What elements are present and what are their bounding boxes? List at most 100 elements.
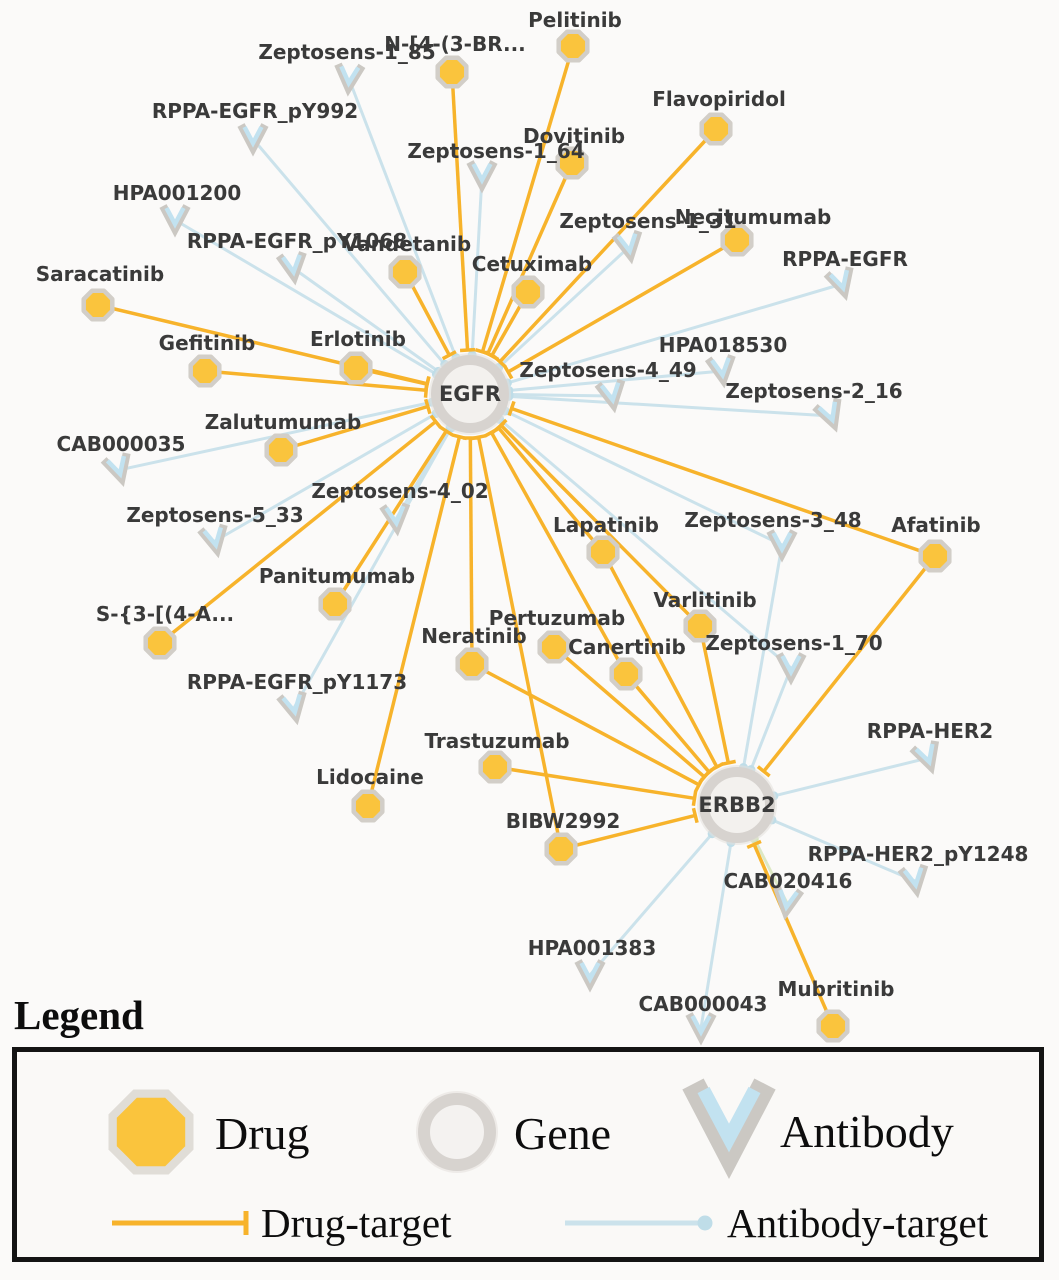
antibody-target-edge [508, 394, 832, 418]
drug-node[interactable] [537, 630, 571, 664]
drug-label: Neratinib [421, 624, 527, 648]
drug-node[interactable] [351, 789, 385, 823]
antibody-chevron-outer [909, 740, 940, 775]
drug-node[interactable] [143, 626, 177, 660]
drug-node[interactable] [435, 55, 469, 89]
drug-edge-tee [429, 414, 442, 429]
drug-node[interactable] [388, 255, 422, 289]
antibody-node[interactable] [704, 354, 736, 389]
antibody-label: Zeptosens-2_16 [725, 379, 902, 403]
drug-label: Lidocaine [316, 765, 424, 789]
drug-edges [97, 45, 937, 1027]
drug-node[interactable] [264, 433, 298, 467]
antibody-target-edge [497, 245, 631, 369]
antibody-node[interactable] [909, 740, 942, 775]
antibody-label: Zeptosens-4_49 [519, 358, 696, 382]
drug-label: Lapatinib [553, 513, 659, 537]
antibody-chevron-inner [599, 382, 621, 405]
antibody-node[interactable] [379, 502, 411, 537]
antibody-node[interactable] [197, 523, 228, 559]
antibody-node[interactable] [159, 204, 191, 238]
antibody-node[interactable] [611, 229, 643, 265]
antibody-target-edge [508, 393, 613, 398]
drug-target-edge [499, 424, 702, 628]
legend-art: Drug Gene Antibody Drug-target [108, 1078, 989, 1246]
antibody-target-edge [699, 842, 733, 1029]
antibody-label: Zeptosens-1_64 [407, 139, 584, 163]
drug-node[interactable] [918, 539, 952, 573]
antibody-node[interactable] [237, 123, 269, 157]
legend-title: Legend [14, 992, 144, 1038]
drug-target-edge [601, 551, 719, 768]
drug-edge-tee [470, 433, 487, 441]
antibody-target-edge [749, 667, 793, 771]
drug-node[interactable] [586, 535, 620, 569]
gene-node-ERBB2[interactable] [697, 765, 777, 845]
drug-node[interactable] [478, 750, 512, 784]
antibody-node[interactable] [775, 652, 807, 686]
drug-label: Zalutumumab [205, 410, 362, 434]
drug-label: Trastuzumab [424, 729, 569, 753]
antibody-label: HPA001200 [113, 181, 242, 205]
antibody-target-edge [504, 409, 783, 547]
antibody-node[interactable] [334, 62, 366, 97]
drug-label: Cetuximab [472, 252, 592, 276]
gene-node-EGFR[interactable] [429, 353, 511, 435]
drug-edge-tee [502, 364, 514, 380]
drug-label: Pertuzumab [489, 606, 625, 630]
antibody-node[interactable] [897, 863, 929, 899]
drug-node[interactable] [816, 1009, 850, 1043]
antibody-node[interactable] [773, 886, 805, 921]
antibody-node[interactable] [823, 266, 856, 301]
drug-node[interactable] [339, 351, 373, 385]
gene-circle[interactable] [431, 355, 509, 433]
gene-label-EGFR: EGFR [439, 382, 501, 406]
antibody-node[interactable] [685, 1012, 717, 1046]
antibody-target-edge [588, 832, 714, 976]
drug-node[interactable] [188, 354, 222, 388]
drug-node[interactable] [511, 275, 545, 309]
antibody-label: HPA001383 [528, 936, 657, 960]
antibody-target-edge [347, 78, 458, 359]
antibody-label: Zeptosens-1_31 [559, 209, 736, 233]
drug-target-edge [450, 71, 470, 351]
antibody-target-edge [292, 427, 453, 709]
drug-node[interactable] [699, 112, 733, 146]
gene-circle[interactable] [699, 767, 775, 843]
legend-drug-label: Drug [215, 1108, 310, 1159]
antibody-chevron-inner [164, 206, 186, 229]
antibody-node[interactable] [594, 378, 626, 414]
drug-target-edge [552, 645, 706, 779]
antibody-node[interactable] [766, 529, 798, 563]
antibody-chevron-inner [690, 1014, 712, 1037]
antibody-chevron-outer [704, 354, 736, 389]
antibody-node[interactable] [466, 160, 498, 194]
drug-edge-tee [424, 398, 432, 415]
drug-node[interactable] [720, 223, 754, 257]
antibody-node[interactable] [100, 452, 133, 487]
legend-antibody-icon [682, 1078, 776, 1179]
drug-node[interactable] [683, 609, 717, 643]
drug-node[interactable] [318, 587, 352, 621]
antibody-target-edge [214, 412, 437, 543]
legend-drug-target-label: Drug-target [261, 1200, 452, 1246]
drug-label: Pelitinib [528, 8, 622, 32]
antibody-node[interactable] [276, 690, 307, 726]
drug-node[interactable] [81, 288, 115, 322]
antibody-chevron-inner [778, 889, 799, 912]
drug-target-edge [494, 765, 695, 801]
antibody-chevron-outer [197, 523, 228, 559]
drug-node[interactable] [556, 29, 590, 63]
drug-node[interactable] [544, 832, 578, 866]
drug-node[interactable] [455, 647, 489, 681]
antibody-node[interactable] [574, 959, 606, 993]
drug-label: Panitumumab [259, 564, 415, 588]
antibody-node[interactable] [812, 398, 845, 433]
drug-edge-tee [441, 350, 457, 361]
antibody-target-edge [292, 266, 440, 373]
drug-node[interactable] [555, 146, 589, 180]
drug-node[interactable] [609, 657, 643, 691]
antibody-node[interactable] [275, 251, 307, 286]
drug-label: BIBW2992 [506, 809, 621, 833]
